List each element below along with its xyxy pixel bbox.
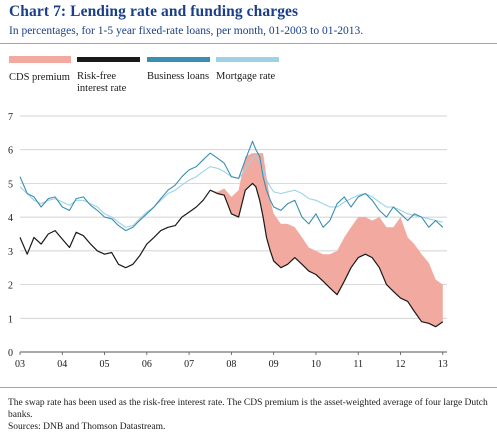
x-tick-label: 10 xyxy=(311,359,321,370)
chart-title: Chart 7: Lending rate and funding charge… xyxy=(9,3,299,20)
footnote: The swap rate has been used as the risk-… xyxy=(8,398,488,420)
legend-swatch-mortgage xyxy=(216,57,279,62)
y-tick-label: 6 xyxy=(8,146,13,157)
x-tick-label: 11 xyxy=(353,359,363,370)
bottom-rule xyxy=(0,387,497,388)
y-tick-label: 5 xyxy=(8,179,13,190)
legend-item-cds: CDS premium xyxy=(9,52,71,84)
x-tick-label: 05 xyxy=(100,359,110,370)
legend-label-risk-free: Risk-free interest rate xyxy=(77,71,127,94)
risk-free-rate-line xyxy=(19,182,444,328)
legend-label-cds: CDS premium xyxy=(9,72,70,83)
cds-area xyxy=(20,153,443,327)
legend-swatch-business xyxy=(147,57,210,62)
x-axis: 03 04 05 06 07 08 09 10 11 12 13 xyxy=(15,351,448,370)
cds-premium-area xyxy=(20,153,443,327)
x-tick-label: 06 xyxy=(142,359,152,370)
chart-subtitle: In percentages, for 1-5 year fixed-rate … xyxy=(9,25,364,37)
x-tick-label: 08 xyxy=(226,359,236,370)
y-axis: 0 1 2 3 4 5 6 7 xyxy=(8,112,13,359)
y-tick-label: 3 xyxy=(8,247,13,258)
legend-label-mortgage: Mortgage rate xyxy=(216,71,276,82)
y-tick-label: 4 xyxy=(8,213,13,224)
series-lines xyxy=(19,140,444,328)
x-tick-label: 03 xyxy=(15,359,25,370)
mortgage-rate-line xyxy=(19,155,443,228)
grid xyxy=(20,115,447,319)
legend: CDS premium Risk-free interest rate Busi… xyxy=(0,52,497,102)
top-rule xyxy=(0,43,497,44)
y-tick-label: 7 xyxy=(8,112,13,123)
x-tick-label: 12 xyxy=(395,359,405,370)
x-tick-label: 04 xyxy=(57,359,67,370)
business-loans-line xyxy=(19,140,444,232)
source-note: Sources: DNB and Thomson Datastream. xyxy=(8,422,166,432)
legend-item-business: Business loans xyxy=(147,52,210,83)
x-tick-label: 07 xyxy=(184,359,194,370)
legend-swatch-risk-free xyxy=(77,57,140,62)
y-tick-label: 1 xyxy=(8,314,13,325)
legend-item-mortgage: Mortgage rate xyxy=(216,52,279,83)
y-tick-label: 0 xyxy=(8,348,13,359)
legend-swatch-cds xyxy=(9,56,71,63)
x-tick-label: 09 xyxy=(269,359,279,370)
y-tick-label: 2 xyxy=(8,281,13,292)
legend-item-risk-free: Risk-free interest rate xyxy=(77,52,140,95)
x-tick-label: 13 xyxy=(438,359,448,370)
legend-label-business: Business loans xyxy=(147,71,210,82)
